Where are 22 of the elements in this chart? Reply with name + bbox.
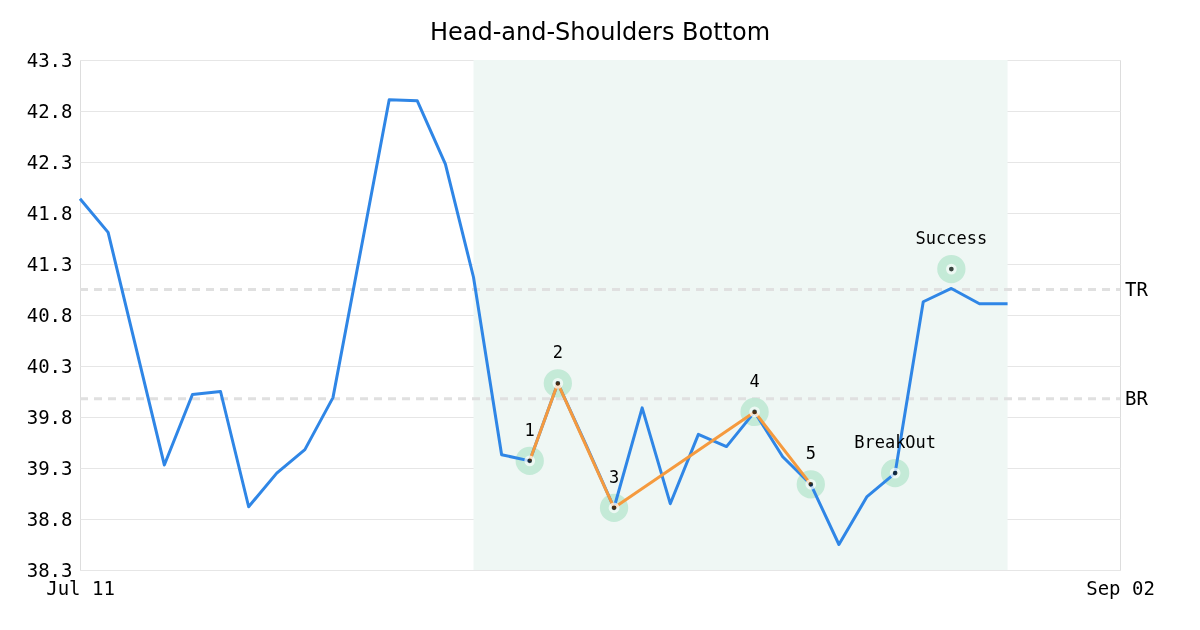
y-tick-label: 43.3 xyxy=(26,48,73,71)
annotation: 5 xyxy=(805,443,816,464)
y-tick-label: 42.8 xyxy=(26,99,73,122)
annotation: 2 xyxy=(552,342,563,363)
y-tick-label: 42.3 xyxy=(26,150,73,173)
y-tick-label: 38.8 xyxy=(26,507,73,530)
y-tick-label: 41.3 xyxy=(26,252,73,275)
annotation: 4 xyxy=(749,370,760,391)
y-tick-label: 39.3 xyxy=(26,456,73,479)
line-series xyxy=(78,98,1010,546)
annotation: Success xyxy=(915,228,988,249)
y-tick-label: 39.8 xyxy=(26,405,73,428)
y-tick-label: 41.8 xyxy=(26,201,73,224)
y-tick-label: 40.3 xyxy=(26,354,73,377)
annotation: 1 xyxy=(524,419,535,440)
x-tick-label: Sep 02 xyxy=(1086,576,1155,599)
point xyxy=(937,254,966,284)
y-tick-label: 40.8 xyxy=(26,303,73,326)
ref-line-label: TR xyxy=(1125,277,1149,300)
ref-line-label: BR xyxy=(1125,386,1149,409)
chart-title: Head-and-Shoulders Bottom xyxy=(429,18,771,46)
annotation: 3 xyxy=(608,466,620,487)
